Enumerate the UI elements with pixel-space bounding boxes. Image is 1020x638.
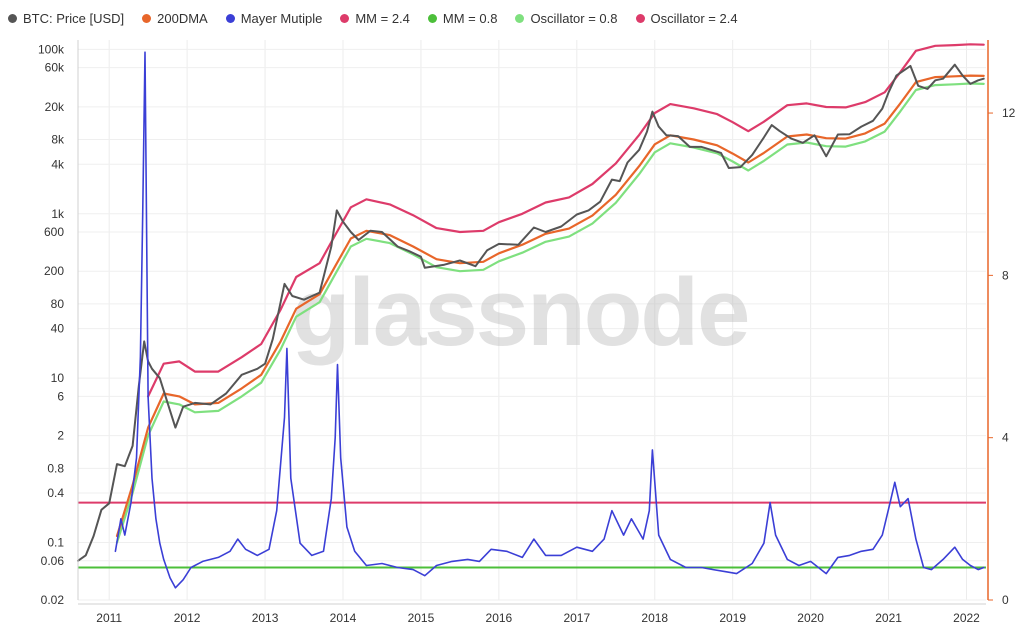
- y-left-tick-label: 0.4: [47, 486, 64, 500]
- y-left-tick-label: 0.1: [47, 536, 64, 550]
- x-tick-label: 2019: [719, 611, 746, 625]
- watermark-text: glassnode: [292, 259, 749, 366]
- y-right-tick-label: 0: [1002, 593, 1009, 607]
- y-left-tick-label: 1k: [51, 207, 65, 221]
- x-tick-label: 2016: [486, 611, 513, 625]
- y-left-tick-label: 20k: [45, 100, 65, 114]
- x-tick-label: 2017: [563, 611, 590, 625]
- y-left-tick-label: 6: [57, 389, 64, 403]
- legend-item[interactable]: MM = 2.4: [340, 11, 410, 26]
- y-left-tick-label: 8k: [51, 133, 65, 147]
- x-tick-label: 2013: [252, 611, 279, 625]
- x-tick-label: 2020: [797, 611, 824, 625]
- y-right-tick-label: 8: [1002, 268, 1009, 282]
- x-tick-label: 2014: [330, 611, 357, 625]
- y-left-tick-label: 60k: [45, 61, 65, 75]
- legend-label: Mayer Mutiple: [240, 10, 323, 26]
- legend-swatch: [427, 13, 437, 23]
- y-left-tick-label: 10: [51, 371, 65, 385]
- series-mayer-mutiple: [114, 51, 985, 589]
- legend-swatch: [8, 13, 17, 23]
- y-right-tick-label: 12: [1002, 106, 1016, 120]
- y-left-tick-label: 200: [44, 264, 64, 278]
- x-tick-label: 2012: [174, 611, 201, 625]
- series-btc-price-usd: [77, 63, 985, 562]
- legend-item[interactable]: Oscillator = 2.4: [635, 10, 738, 26]
- y-left-tick-label: 4k: [51, 157, 65, 171]
- y-left-tick-label: 0.06: [41, 554, 65, 568]
- legend-label: BTC: Price [USD]: [23, 10, 125, 26]
- legend-label: Oscillator = 2.4: [650, 10, 738, 26]
- series-group: [77, 43, 986, 589]
- legend-label: MM = 0.8: [442, 10, 498, 26]
- y-left-tick-label: 600: [44, 225, 64, 239]
- y-left-tick-label: 0.02: [41, 593, 65, 607]
- legend-item[interactable]: Oscillator = 0.8: [515, 10, 618, 26]
- chart-legend: BTC: Price [USD] 200DMA Mayer Mutiple MM = …: [8, 8, 738, 28]
- legend-item[interactable]: Mayer Mutiple: [225, 10, 323, 26]
- y-left-tick-label: 100k: [38, 42, 65, 56]
- legend-swatch: [142, 13, 152, 23]
- series-oscillator-0-8: [115, 82, 985, 544]
- legend-item[interactable]: 200DMA: [142, 11, 208, 26]
- series-200dma: [115, 74, 985, 538]
- legend-label: MM = 2.4: [355, 10, 410, 26]
- series-oscillator-2-4: [147, 43, 985, 398]
- x-tick-label: 2022: [953, 611, 980, 625]
- legend-label: 200DMA: [157, 10, 208, 26]
- y-left-tick-label: 2: [57, 429, 64, 443]
- legend-label: Oscillator = 0.8: [530, 10, 618, 26]
- y-left-tick-label: 40: [51, 322, 65, 336]
- y-left-tick-label: 80: [51, 297, 65, 311]
- legend-swatch: [340, 13, 350, 23]
- legend-swatch: [225, 13, 235, 23]
- legend-swatch: [635, 13, 645, 23]
- x-tick-label: 2021: [875, 611, 902, 625]
- legend-swatch: [515, 13, 525, 23]
- legend-item[interactable]: MM = 0.8: [427, 10, 498, 26]
- y-right-tick-label: 4: [1002, 431, 1009, 445]
- x-tick-label: 2018: [641, 611, 668, 625]
- legend-item[interactable]: BTC: Price [USD]: [8, 11, 124, 26]
- y-left-tick-label: 0.8: [47, 461, 64, 475]
- x-tick-label: 2011: [96, 611, 122, 625]
- axes-group: 100k60k20k8k4k1k600200804010620.80.40.10…: [38, 40, 1016, 625]
- x-tick-label: 2015: [408, 611, 435, 625]
